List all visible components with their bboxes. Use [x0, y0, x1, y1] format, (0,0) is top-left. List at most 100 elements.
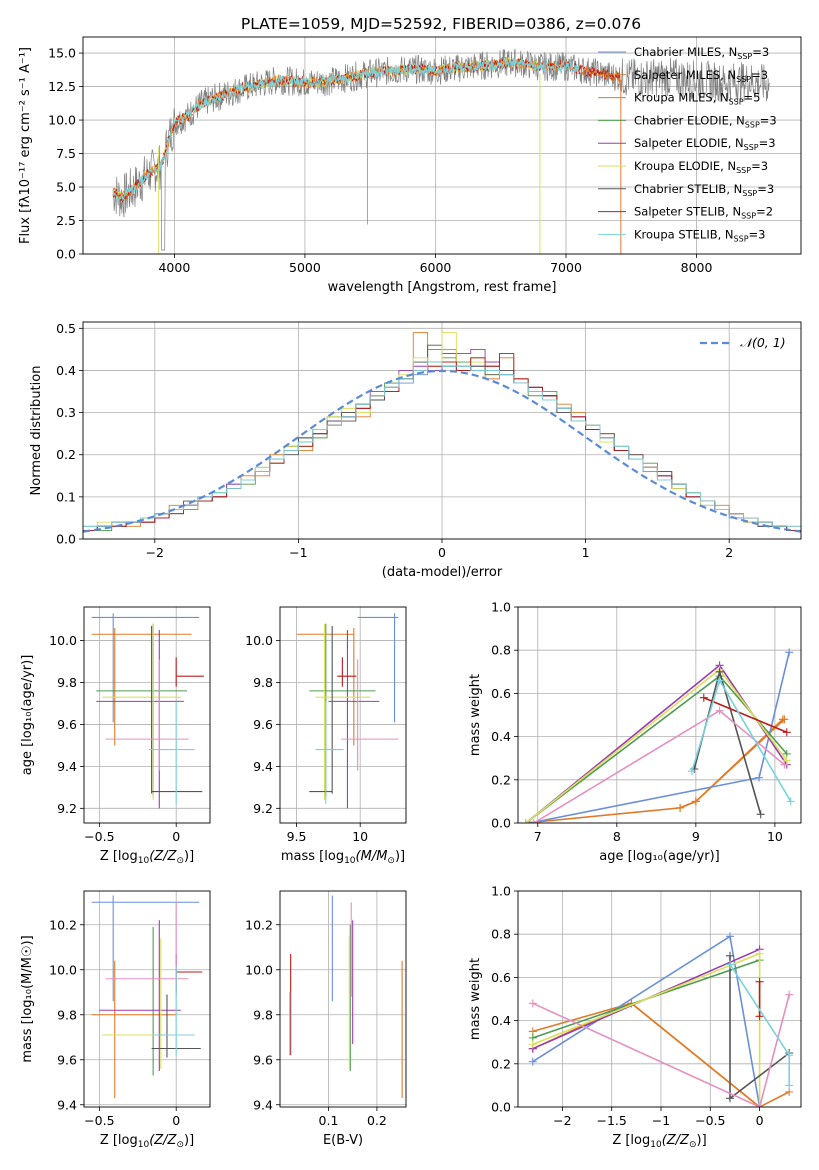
weight-line: [703, 696, 788, 734]
axes-frame: [517, 606, 802, 824]
x-tick-label: −2: [553, 1113, 571, 1128]
y-tick-label: 0.6: [491, 686, 511, 701]
error-point: [341, 659, 399, 771]
error-point: [102, 623, 181, 800]
ticks: −0.5 0 9.2 9.4 9.6 9.8 10.0: [49, 633, 180, 844]
y-tick-label: 0.0: [491, 1100, 511, 1115]
y-axis-label: mass weight: [468, 674, 483, 756]
plot-area: [521, 648, 795, 823]
plot-area: [296, 613, 399, 809]
x-axis-label: age [log₁₀(age/yr)]: [599, 849, 720, 864]
ticks: −2 −1.5 −1 −0.5 0 0.0 0.2 0.4 0.6 0.8 1.0: [491, 884, 763, 1129]
x-tick-label: 0: [756, 1113, 764, 1128]
plot-area: [91, 613, 204, 809]
y-tick-label: 9.2: [57, 801, 77, 816]
weight-marker: [715, 667, 724, 676]
legend-label: Chabrier MILES, NSSP=3: [634, 45, 769, 61]
weight-marker: [687, 767, 696, 776]
legend: 𝒩(0, 1): [700, 335, 786, 350]
x-tick-label: 1: [582, 545, 590, 560]
weight-marker: [715, 706, 724, 715]
weight-marker: [755, 1103, 764, 1107]
weight-marker: [778, 715, 787, 724]
grid: [280, 891, 406, 1107]
weight-marker: [715, 676, 724, 685]
y-axis-label: Normed distribution: [29, 366, 44, 496]
axes-frame: [83, 606, 211, 824]
legend-label: Chabrier ELODIE, NSSP=3: [634, 113, 777, 129]
x-axis-label: E(B-V): [323, 1133, 363, 1148]
y-tick-label: 9.8: [57, 675, 77, 690]
weight-marker: [782, 756, 791, 765]
y-tick-label: 9.8: [253, 1007, 273, 1022]
weight-marker: [699, 693, 708, 702]
weight-marker: [528, 1040, 537, 1049]
weight-line: [532, 994, 790, 1107]
weight-marker: [726, 960, 735, 969]
weight-marker: [755, 1012, 764, 1021]
x-tick-label: 0: [438, 545, 446, 560]
y-tick-label: 10.0: [49, 962, 77, 977]
x-tick-label: −1: [289, 545, 307, 560]
model-salpeter-miles: [112, 57, 622, 201]
axes-frame: [279, 890, 407, 1108]
y-tick-label: 9.6: [57, 1052, 77, 1067]
x-tick-label: 0: [172, 829, 180, 844]
y-tick-label: 0.0: [491, 816, 511, 831]
x-tick-label: 10: [767, 829, 783, 844]
x-tick-label: −0.5: [695, 1113, 725, 1128]
ticks: 7 8 9 10 0.0 0.2 0.4 0.6 0.8 1.0: [491, 600, 783, 845]
y-tick-label: 9.2: [253, 801, 273, 816]
error-point: [102, 938, 195, 1069]
weight-marker: [726, 932, 735, 941]
legend-label: Kroupa MILES, NSSP=5: [634, 91, 760, 107]
panel-residuals: −2 −1 0 1 2 0.0 0.1 0.2 0.3 0.4 0.5 𝒩(0, 1) (data-mo…: [29, 321, 802, 580]
panel-age_vs_Z: −0.5 0 9.2 9.4 9.6 9.8 10.0 Z [log10(Z/Z⊙)] age …: [20, 606, 211, 866]
x-tick-label: 10: [352, 829, 368, 844]
axes-frame: [517, 890, 802, 1108]
error-point: [309, 625, 333, 794]
y-tick-label: 0.8: [491, 643, 511, 658]
axes-frame: [83, 890, 211, 1108]
x-tick-label: 7000: [550, 260, 582, 275]
panel-mass_vs_Z: −0.5 0 9.4 9.6 9.8 10.0 10.2 Z [log10(Z/Z⊙)] mas…: [20, 890, 211, 1150]
legend-label: Chabrier STELIB, NSSP=3: [634, 182, 774, 198]
x-tick-label: −2: [146, 545, 164, 560]
y-tick-label: 0.2: [56, 447, 76, 462]
x-tick-label: 2: [725, 545, 733, 560]
legend-label: Salpeter STELIB, NSSP=2: [634, 205, 773, 221]
y-tick-label: 12.5: [48, 79, 76, 94]
error-point: [328, 630, 380, 809]
error-point: [357, 613, 399, 723]
legend-label: Salpeter MILES, NSSP=3: [634, 68, 768, 84]
x-axis-label: wavelength [Angstrom, rest frame]: [328, 280, 557, 295]
y-tick-label: 0.0: [56, 247, 76, 262]
y-tick-label: 9.8: [253, 675, 273, 690]
axes-frame: [82, 36, 802, 255]
x-tick-label: 4000: [158, 260, 190, 275]
weight-marker: [756, 810, 765, 819]
error-point: [153, 965, 195, 1056]
y-axis-label: mass [log₁₀(M/M☉)]: [20, 935, 35, 1062]
error-point: [309, 623, 376, 796]
grid: [518, 890, 801, 1108]
plot-area: [289, 895, 403, 1098]
figure-title: PLATE=1059, MJD=52592, FIBERID=0386, z=0…: [241, 15, 641, 33]
y-axis-label: age [log₁₀(age/yr)]: [20, 655, 35, 776]
weight-line: [532, 952, 761, 1107]
y-tick-label: 7.5: [56, 146, 76, 161]
y-tick-label: 0.1: [56, 489, 76, 504]
x-axis-label: Z [log10(Z/Z⊙)]: [100, 1133, 194, 1150]
weight-marker: [785, 990, 794, 999]
y-tick-label: 0.2: [491, 1056, 511, 1071]
weight-marker: [691, 797, 700, 806]
weight-marker: [528, 1057, 537, 1066]
axes-frame: [279, 606, 407, 824]
y-tick-label: 2.5: [56, 213, 76, 228]
weight-marker: [785, 1051, 794, 1060]
y-axis-label: mass weight: [468, 958, 483, 1040]
y-tick-label: 10.2: [245, 917, 273, 932]
weight-line: [529, 652, 790, 823]
y-tick-label: 10.0: [49, 633, 77, 648]
